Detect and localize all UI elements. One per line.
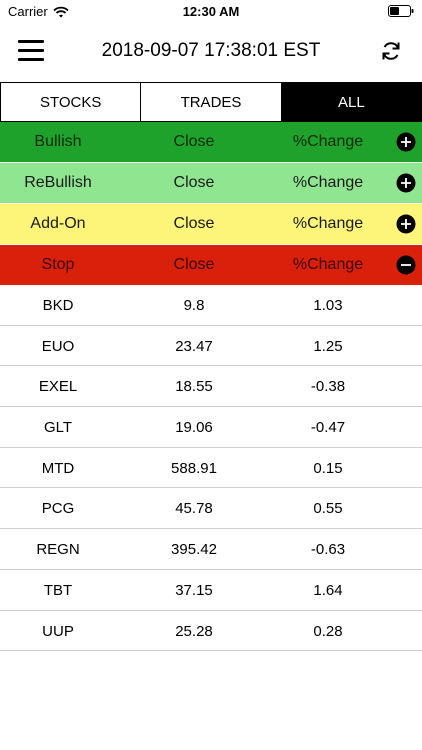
plus-circle-icon[interactable] [396,173,416,193]
plus-circle-icon[interactable] [396,214,416,234]
symbol-cell: REGN [36,541,80,559]
category-name: ReBullish [24,174,92,191]
symbol-cell: MTD [41,459,75,477]
tab-all[interactable]: ALL [281,83,421,121]
wifi-icon [53,6,69,17]
category-close-header: Close [173,215,215,232]
hamburger-menu-icon[interactable] [18,40,44,62]
symbol-cell: EUO [41,337,75,355]
tab-trades[interactable]: TRADES [141,83,282,121]
symbol-cell: BKD [42,297,74,314]
category-row-add-on[interactable]: Add-On Close %Change [0,204,422,244]
page-title: 2018-09-07 17:38:01 EST [101,40,321,61]
carrier-info: Carrier [8,4,69,19]
category-change-header: %Change [292,174,364,191]
table-row[interactable]: TBT 37.15 1.64 [0,570,422,611]
category-name: Bullish [34,133,82,150]
close-cell: 395.42 [171,541,217,559]
category-close-header: Close [173,256,215,273]
status-time: 12:30 AM [182,4,240,19]
status-bar: Carrier 12:30 AM [0,0,422,22]
category-row-stop[interactable]: Stop Close %Change [0,245,422,285]
close-cell: 588.91 [171,459,217,477]
change-cell: -0.47 [310,419,346,437]
refresh-icon[interactable] [380,40,402,62]
tab-stocks[interactable]: STOCKS [1,83,142,121]
close-cell: 18.55 [175,378,213,396]
category-close-header: Close [173,174,215,191]
table-row[interactable]: GLT 19.06 -0.47 [0,407,422,448]
change-cell: 1.03 [313,297,343,314]
change-cell: 0.28 [313,622,343,640]
close-cell: 25.28 [175,622,213,640]
close-cell: 9.8 [183,297,205,314]
category-row-bullish[interactable]: Bullish Close %Change [0,122,422,162]
category-change-header: %Change [292,256,364,273]
close-cell: 19.06 [175,419,213,437]
table-row[interactable]: EXEL 18.55 -0.38 [0,366,422,408]
symbol-cell: TBT [43,581,73,599]
plus-circle-icon[interactable] [396,132,416,152]
table-row[interactable]: EUO 23.47 1.25 [0,326,422,367]
view-segmented-control: STOCKS TRADES ALL [0,82,422,122]
table-row[interactable]: MTD 588.91 0.15 [0,448,422,489]
minus-circle-icon[interactable] [396,255,416,275]
category-change-header: %Change [292,133,364,150]
symbol-cell: EXEL [38,378,78,396]
close-cell: 23.47 [175,337,213,355]
battery-icon [388,5,414,17]
category-close-header: Close [173,133,215,150]
table-row[interactable]: PCG 45.78 0.55 [0,488,422,530]
stop-stock-table: BKD 9.8 1.03 EUO 23.47 1.25 EXEL 18.55 -… [0,285,422,652]
change-cell: 1.25 [313,337,343,355]
close-cell: 45.78 [175,500,213,518]
change-cell: 0.55 [313,500,343,518]
change-cell: 0.15 [313,459,343,477]
change-cell: 1.64 [313,581,343,599]
table-row[interactable]: BKD 9.8 1.03 [0,285,422,326]
category-row-rebullish[interactable]: ReBullish Close %Change [0,163,422,203]
change-cell: -0.38 [310,378,346,396]
table-row[interactable]: REGN 395.42 -0.63 [0,529,422,570]
carrier-label: Carrier [8,4,48,19]
symbol-cell: UUP [42,622,74,640]
symbol-cell: PCG [41,500,75,518]
category-name: Add-On [30,215,86,232]
category-name: Stop [41,256,75,273]
change-cell: -0.63 [310,541,346,559]
nav-bar: 2018-09-07 17:38:01 EST [0,22,422,82]
close-cell: 37.15 [175,581,213,599]
table-row[interactable]: UUP 25.28 0.28 [0,611,422,652]
symbol-cell: GLT [43,419,73,437]
category-change-header: %Change [292,215,364,232]
